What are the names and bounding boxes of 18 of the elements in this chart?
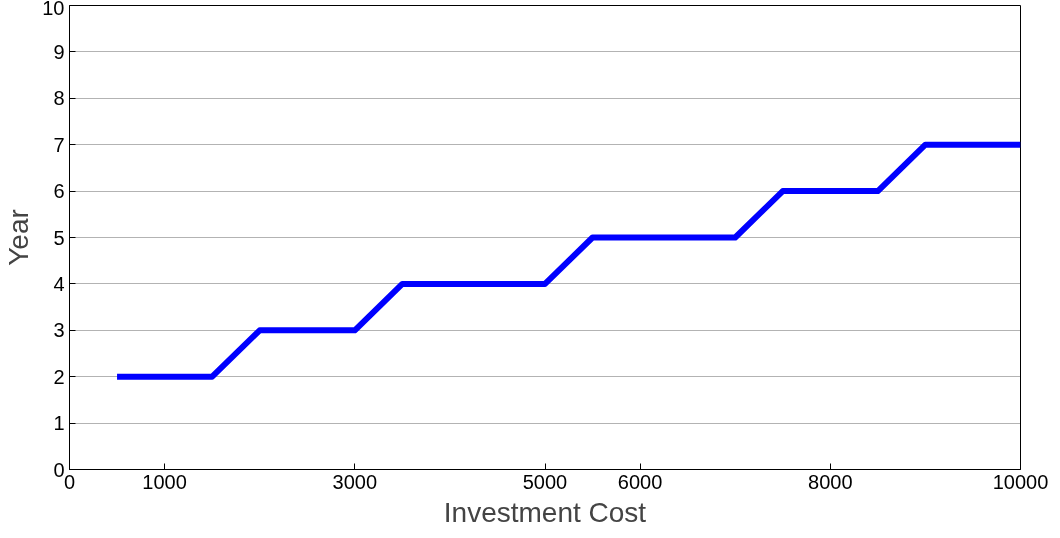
x-tick-label: 3000	[332, 470, 378, 493]
y-tick-label: 10	[42, 0, 65, 19]
y-tick-label: 5	[53, 226, 65, 249]
x-axis-title: Investment Cost	[443, 496, 647, 528]
y-tick-label: 1	[53, 412, 65, 435]
y-tick-label: 8	[53, 87, 65, 110]
y-tick-label: 9	[53, 40, 65, 63]
x-tick-label: 10000	[992, 470, 1049, 493]
y-tick-label: 6	[53, 180, 65, 203]
x-tick-label: 6000	[617, 470, 663, 493]
y-tick-label: 4	[53, 272, 65, 295]
y-tick-label: 7	[53, 133, 65, 156]
x-tick-label: 1000	[142, 470, 187, 493]
y-tick-label: 2	[53, 365, 65, 388]
x-tick-label: 8000	[808, 470, 853, 493]
x-tick-label: 5000	[522, 470, 568, 493]
y-tick-label: 3	[53, 319, 65, 342]
y-axis-title: Year	[3, 209, 35, 266]
